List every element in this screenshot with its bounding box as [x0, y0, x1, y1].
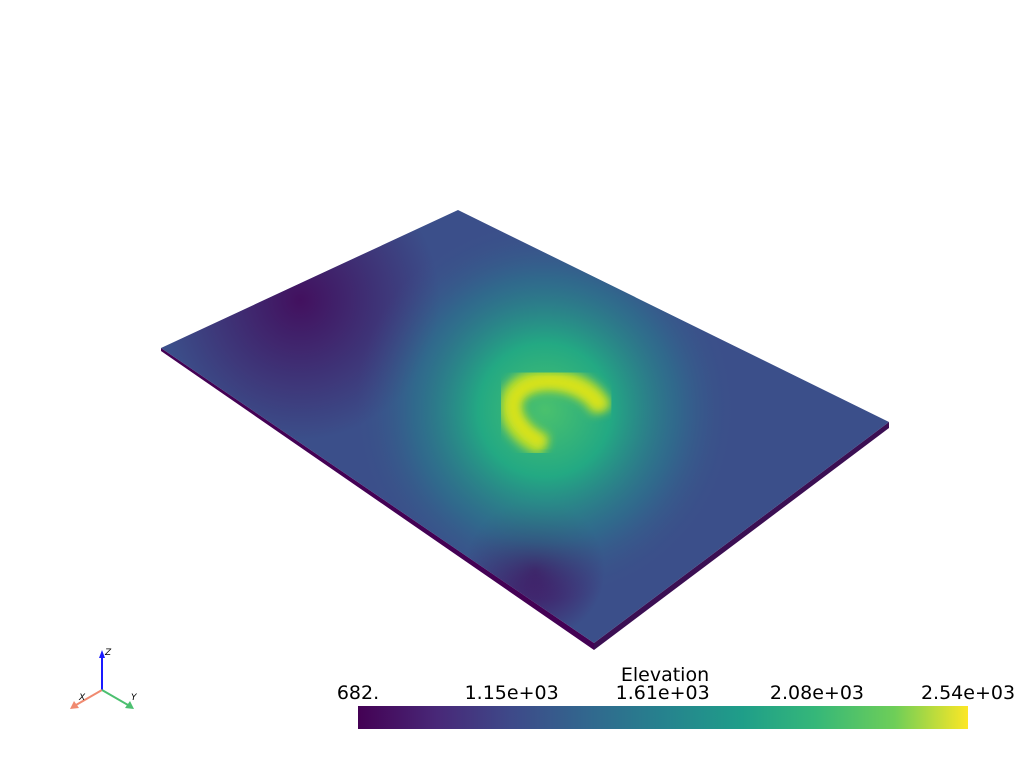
scalar-bar: Elevation 682. 1.15e+03 1.61e+03 2.08e+03 2.… — [337, 664, 1015, 729]
tick-label: 682. — [337, 682, 379, 704]
tick-label: 1.15e+03 — [465, 682, 559, 704]
terrain-surface — [161, 210, 889, 650]
plane-side — [161, 348, 594, 650]
tick-label: 1.61e+03 — [616, 682, 710, 704]
x-label: X — [78, 693, 86, 703]
y-arrow — [125, 701, 134, 709]
plane-side — [594, 422, 889, 650]
tick-label: 2.08e+03 — [770, 682, 864, 704]
x-arrow — [70, 701, 79, 709]
color-bar — [358, 706, 968, 729]
y-label: Y — [131, 693, 138, 703]
tick-label: 2.54e+03 — [921, 682, 1015, 704]
y-axis — [101, 689, 129, 706]
scalar-bar-title: Elevation — [621, 664, 709, 686]
z-arrow — [99, 650, 105, 658]
z-label: Z — [104, 648, 112, 658]
crater-rim — [509, 377, 607, 448]
axes-widget: Z X Y — [70, 648, 138, 709]
x-axis — [75, 689, 103, 706]
